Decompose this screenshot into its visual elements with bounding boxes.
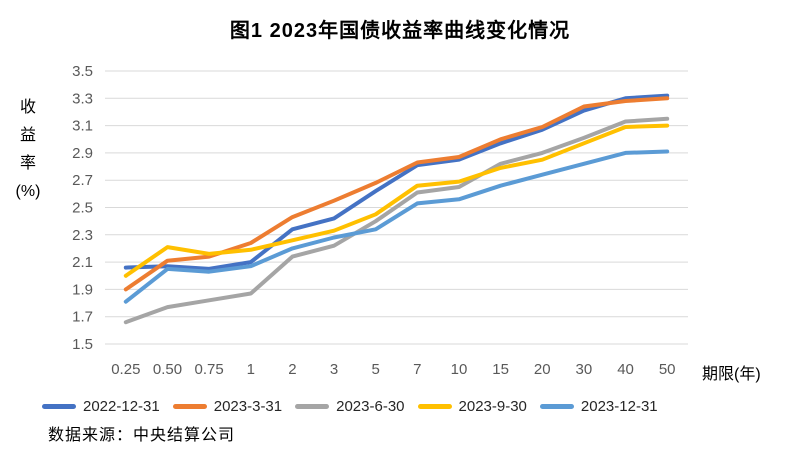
legend-item-2023-9-30: 2023-9-30 — [417, 397, 527, 415]
y-tick-label: 2.7 — [72, 172, 93, 189]
legend-label: 2023-9-30 — [458, 397, 527, 415]
y-tick-label: 1.9 — [72, 281, 93, 298]
x-axis-title: 期限(年) — [702, 366, 761, 383]
source-note: 数据来源：中央结算公司 — [48, 427, 236, 444]
y-tick-label: 2.9 — [72, 145, 93, 162]
legend-item-2023-12-31: 2023-12-31 — [539, 397, 658, 415]
x-tick-label: 0.50 — [153, 361, 182, 378]
legend-label: 2023-6-30 — [336, 397, 405, 415]
y-tick-label: 2.5 — [72, 200, 93, 217]
x-tick-label: 20 — [534, 361, 551, 378]
x-tick-label: 30 — [576, 361, 593, 378]
x-tick-label: 3 — [330, 361, 338, 378]
x-tick-label: 15 — [492, 361, 509, 378]
legend-swatch-icon — [172, 403, 207, 409]
y-tick-label: 3.3 — [72, 90, 93, 107]
x-tick-label: 10 — [451, 361, 468, 378]
y-tick-label: 1.7 — [72, 309, 93, 326]
y-tick-label: 2.1 — [72, 254, 93, 271]
series-line-2023-12-31 — [123, 149, 670, 304]
y-axis-title-line: 率 — [19, 155, 36, 172]
x-tick-label: 7 — [413, 361, 421, 378]
legend-swatch-icon — [539, 403, 574, 409]
x-tick-label: 40 — [617, 361, 634, 378]
y-axis-title: 收益率 (%) — [8, 94, 48, 206]
y-axis-title-line: 益 — [19, 127, 36, 144]
legend-label: 2023-12-31 — [580, 397, 658, 415]
y-tick-label: 2.3 — [72, 227, 93, 244]
legend-swatch-icon — [417, 403, 452, 409]
x-tick-label: 50 — [659, 361, 676, 378]
chart-title: 图1 2023年国债收益率曲线变化情况 — [229, 20, 571, 42]
legend-item-2023-3-31: 2023-3-31 — [172, 397, 283, 415]
x-tick-label: 2 — [288, 361, 296, 378]
series-line-2023-6-30 — [123, 116, 670, 325]
legend-swatch-icon — [42, 403, 76, 409]
x-tick-label: 5 — [372, 361, 380, 378]
y-tick-label: 3.5 — [72, 63, 93, 80]
legend-item-2022-12-31: 2022-12-31 — [42, 398, 160, 415]
y-axis-title-line: 收 — [19, 99, 36, 116]
x-tick-label: 1 — [247, 361, 255, 378]
y-axis-title-line: (%) — [15, 183, 41, 200]
x-tick-label: 0.75 — [195, 361, 224, 378]
legend-label: 2023-3-31 — [213, 397, 283, 415]
y-tick-label: 3.1 — [72, 118, 93, 135]
legend-item-2023-6-30: 2023-6-30 — [295, 397, 405, 415]
y-tick-label: 1.5 — [72, 336, 93, 353]
chart-legend: 2022-12-31 2023-3-31 2023-6-30 2023-9-30 202… — [42, 396, 671, 416]
x-tick-label: 0.25 — [111, 361, 140, 378]
series-line-2023-9-30 — [123, 123, 670, 278]
legend-label: 2022-12-31 — [83, 397, 160, 415]
series-line-2023-3-31 — [123, 96, 670, 292]
legend-swatch-icon — [295, 403, 330, 409]
series-line-2022-12-31 — [123, 93, 670, 271]
